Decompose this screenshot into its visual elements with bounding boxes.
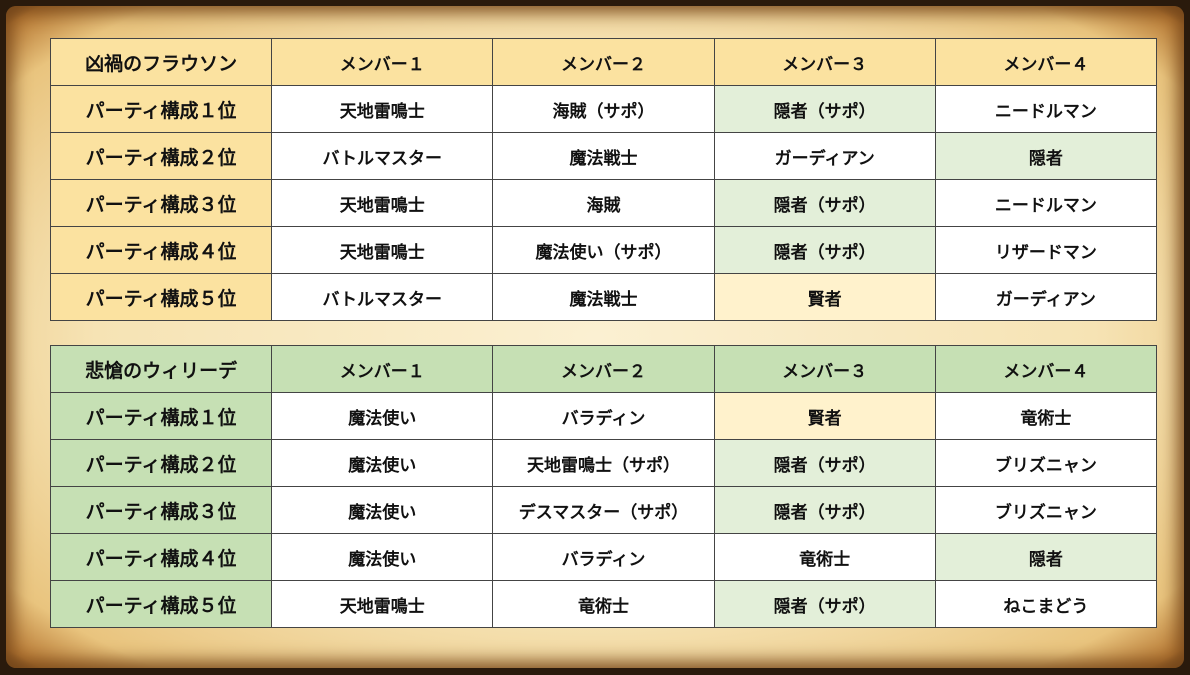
member-cell: バラディン: [492, 392, 715, 440]
member-cell: バトルマスター: [271, 273, 494, 321]
member-cell: 竜術士: [934, 392, 1158, 440]
table-row: パーティ構成５位 天地雷鳴士 竜術士 隠者（サポ） ねこまどう: [49, 580, 1158, 628]
member-cell: 隠者（サポ）: [713, 439, 936, 487]
member-cell: 隠者（サポ）: [713, 486, 936, 534]
member-cell: 天地雷鳴士: [271, 179, 494, 227]
column-header: メンバー１: [271, 38, 494, 86]
member-cell: 海賊: [492, 179, 715, 227]
header-row: 凶禍のフラウソン メンバー１ メンバー２ メンバー３ メンバー４: [49, 38, 1158, 86]
member-cell: 隠者（サポ）: [713, 226, 936, 274]
member-cell: 隠者（サポ）: [713, 85, 936, 133]
member-cell: 海賊（サポ）: [492, 85, 715, 133]
member-cell: 魔法使い: [271, 486, 494, 534]
column-header: メンバー１: [271, 345, 494, 393]
member-cell: ガーディアン: [713, 132, 936, 180]
table-williede: 悲愴のウィリーデ メンバー１ メンバー２ メンバー３ メンバー４ パーティ構成１位 魔法使い…: [49, 345, 1158, 628]
table-fraushon: 凶禍のフラウソン メンバー１ メンバー２ メンバー３ メンバー４ パーティ構成１位 天地雷鳴…: [49, 38, 1158, 321]
table-row: パーティ構成１位 魔法使い バラディン 賢者 竜術士: [49, 392, 1158, 440]
row-label: パーティ構成４位: [49, 226, 273, 274]
table-row: パーティ構成４位 魔法使い バラディン 竜術士 隠者: [49, 533, 1158, 581]
table-row: パーティ構成５位 バトルマスター 魔法戦士 賢者 ガーディアン: [49, 273, 1158, 321]
member-cell: 賢者: [713, 392, 936, 440]
member-cell: 竜術士: [492, 580, 715, 628]
column-header: メンバー３: [713, 38, 936, 86]
column-header: メンバー３: [713, 345, 936, 393]
row-label: パーティ構成５位: [49, 273, 273, 321]
member-cell: 天地雷鳴士: [271, 580, 494, 628]
row-label: パーティ構成１位: [49, 392, 273, 440]
member-cell: 魔法使い（サポ）: [492, 226, 715, 274]
member-cell: バラディン: [492, 533, 715, 581]
column-header: メンバー４: [934, 345, 1158, 393]
table-title: 悲愴のウィリーデ: [49, 345, 273, 393]
table-row: パーティ構成２位 魔法使い 天地雷鳴士（サポ） 隠者（サポ） ブリズニャン: [49, 439, 1158, 487]
member-cell: 魔法戦士: [492, 132, 715, 180]
member-cell: ブリズニャン: [934, 486, 1158, 534]
member-cell: デスマスター（サポ）: [492, 486, 715, 534]
table-row: パーティ構成３位 天地雷鳴士 海賊 隠者（サポ） ニードルマン: [49, 179, 1158, 227]
member-cell: 魔法使い: [271, 392, 494, 440]
row-label: パーティ構成４位: [49, 533, 273, 581]
member-cell: 魔法戦士: [492, 273, 715, 321]
member-cell: 魔法使い: [271, 439, 494, 487]
member-cell: ブリズニャン: [934, 439, 1158, 487]
member-cell: バトルマスター: [271, 132, 494, 180]
column-header: メンバー２: [492, 345, 715, 393]
row-label: パーティ構成１位: [49, 85, 273, 133]
table-row: パーティ構成１位 天地雷鳴士 海賊（サポ） 隠者（サポ） ニードルマン: [49, 85, 1158, 133]
table-row: パーティ構成４位 天地雷鳴士 魔法使い（サポ） 隠者（サポ） リザードマン: [49, 226, 1158, 274]
member-cell: ガーディアン: [934, 273, 1158, 321]
row-label: パーティ構成５位: [49, 580, 273, 628]
member-cell: 隠者（サポ）: [713, 179, 936, 227]
member-cell: 賢者: [713, 273, 936, 321]
header-row: 悲愴のウィリーデ メンバー１ メンバー２ メンバー３ メンバー４: [49, 345, 1158, 393]
table-row: パーティ構成２位 バトルマスター 魔法戦士 ガーディアン 隠者: [49, 132, 1158, 180]
member-cell: 天地雷鳴士（サポ）: [492, 439, 715, 487]
row-label: パーティ構成２位: [49, 439, 273, 487]
member-cell: 竜術士: [713, 533, 936, 581]
table-row: パーティ構成３位 魔法使い デスマスター（サポ） 隠者（サポ） ブリズニャン: [49, 486, 1158, 534]
table-title: 凶禍のフラウソン: [49, 38, 273, 86]
member-cell: 隠者（サポ）: [713, 580, 936, 628]
member-cell: ニードルマン: [934, 179, 1158, 227]
row-label: パーティ構成３位: [49, 179, 273, 227]
member-cell: リザードマン: [934, 226, 1158, 274]
member-cell: 天地雷鳴士: [271, 85, 494, 133]
member-cell: ニードルマン: [934, 85, 1158, 133]
member-cell: 魔法使い: [271, 533, 494, 581]
column-header: メンバー４: [934, 38, 1158, 86]
member-cell: ねこまどう: [934, 580, 1158, 628]
member-cell: 天地雷鳴士: [271, 226, 494, 274]
member-cell: 隠者: [934, 132, 1158, 180]
row-label: パーティ構成２位: [49, 132, 273, 180]
column-header: メンバー２: [492, 38, 715, 86]
member-cell: 隠者: [934, 533, 1158, 581]
row-label: パーティ構成３位: [49, 486, 273, 534]
